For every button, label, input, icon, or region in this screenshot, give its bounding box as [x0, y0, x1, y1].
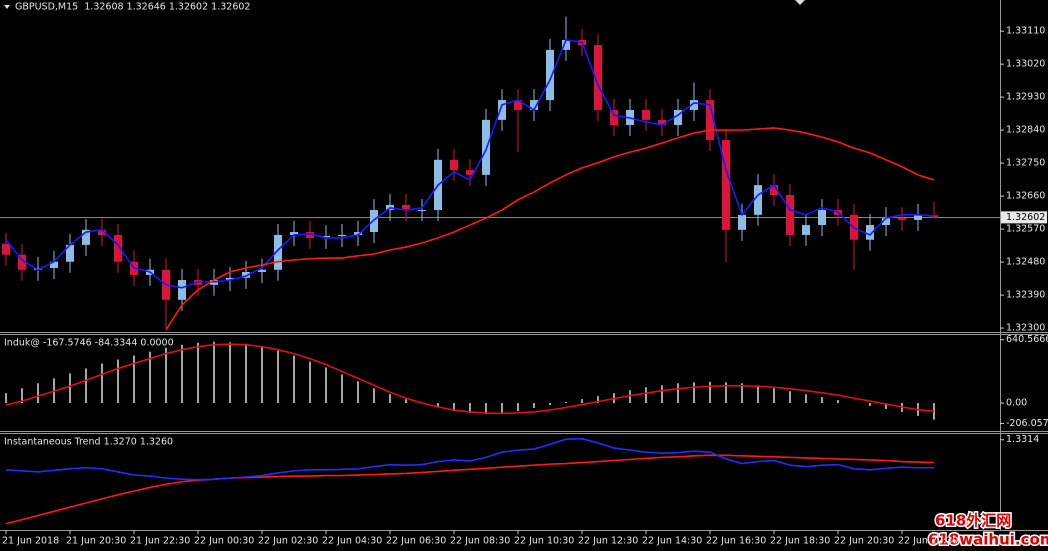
y-tick-label: 640.5666 — [1006, 334, 1048, 345]
candle-body — [482, 119, 490, 175]
candle-body — [242, 271, 250, 278]
indicator-title: Induk@ -167.5746 -84.3344 0.0000 — [4, 338, 174, 349]
candle-body — [610, 109, 618, 125]
x-tick-label: 22 Jun 16:30 — [706, 536, 766, 547]
candle-body — [2, 243, 10, 255]
candle-body — [226, 277, 234, 281]
candle-body — [882, 218, 890, 226]
x-tick-label: 22 Jun 14:30 — [642, 536, 702, 547]
x-tick-label: 22 Jun 08:30 — [450, 536, 510, 547]
x-tick-label: 22 Jun 00:30 — [194, 536, 254, 547]
candle-body — [594, 45, 602, 110]
candle-body — [658, 119, 666, 125]
x-tick-label: 22 Jun 22:30 — [898, 536, 958, 547]
candle-body — [66, 244, 74, 262]
candle-body — [530, 100, 538, 110]
last-price-label: 1.32602 — [1006, 212, 1045, 223]
candle-body — [290, 232, 298, 235]
candle-body — [450, 159, 458, 171]
candle-body — [754, 185, 762, 215]
chart-title: GBPUSD,M15 1.32608 1.32646 1.32602 1.326… — [15, 2, 250, 13]
candle-body — [402, 204, 410, 211]
watermark-title: 618外汇网 — [935, 512, 1011, 530]
candle-body — [674, 109, 682, 125]
y-tick-label: 1.32660 — [1006, 191, 1045, 202]
candle-body — [466, 170, 474, 175]
y-tick-label: 1.32480 — [1006, 257, 1045, 268]
candle-body — [914, 214, 922, 220]
candle-body — [866, 225, 874, 240]
indicator-line — [5, 454, 935, 525]
candle-body — [770, 185, 778, 196]
candle-body — [722, 140, 730, 230]
watermark-url: 618waihui.com — [928, 531, 1048, 549]
candle-body — [642, 109, 650, 120]
x-tick-label: 21 Jun 20:30 — [66, 536, 126, 547]
y-tick-label: 1.33110 — [1006, 26, 1045, 37]
candle-body — [802, 225, 810, 235]
y-tick-label: 1.32570 — [1006, 224, 1045, 235]
shift-marker — [795, 0, 805, 5]
menu-arrow[interactable] — [4, 5, 10, 9]
x-tick-label: 22 Jun 12:30 — [578, 536, 638, 547]
candle-body — [738, 214, 746, 230]
indicator-line — [165, 127, 935, 331]
x-tick-label: 22 Jun 20:30 — [834, 536, 894, 547]
indicator-line — [5, 343, 935, 415]
x-tick-label: 22 Jun 06:30 — [386, 536, 446, 547]
x-tick-label: 22 Jun 02:30 — [258, 536, 318, 547]
candle-body — [706, 100, 714, 141]
candle-body — [514, 100, 522, 110]
x-tick-label: 22 Jun 04:30 — [322, 536, 382, 547]
indicator-title: Instantaneous Trend 1.3270 1.3260 — [4, 437, 173, 448]
candle-body — [82, 229, 90, 245]
x-tick-label: 21 Jun 22:30 — [130, 536, 190, 547]
y-tick-label: 1.32750 — [1006, 158, 1045, 169]
candle-body — [930, 215, 938, 218]
candle-body — [546, 49, 554, 101]
x-tick-label: 21 Jun 2018 — [2, 536, 59, 547]
y-tick-label: 1.32930 — [1006, 92, 1045, 103]
y-tick-label: 1.32840 — [1006, 125, 1045, 136]
candle-body — [338, 234, 346, 237]
candle-body — [306, 232, 314, 238]
candle-body — [258, 269, 266, 272]
y-tick-label: 1.32390 — [1006, 290, 1045, 301]
candle-body — [370, 210, 378, 233]
candle-body — [178, 280, 186, 300]
indicator-line — [5, 437, 934, 481]
y-tick-label: -206.0579 — [1006, 418, 1048, 429]
candle-body — [898, 218, 906, 220]
candle-body — [50, 261, 58, 268]
candle-body — [690, 100, 698, 110]
last-price-box — [1001, 211, 1047, 224]
y-tick-label: 1.33020 — [1006, 59, 1045, 70]
y-tick-label: 1.32300 — [1006, 323, 1045, 334]
indicator-line — [5, 39, 935, 289]
x-tick-label: 22 Jun 10:30 — [514, 536, 574, 547]
candle-body — [498, 100, 506, 120]
y-tick-label: 0.00 — [1006, 398, 1027, 409]
candle-body — [786, 195, 794, 235]
x-tick-label: 22 Jun 18:30 — [770, 536, 830, 547]
candle-body — [818, 210, 826, 226]
y-tick-label: 1.3314 — [1006, 434, 1039, 445]
candle-body — [18, 254, 26, 270]
candle-body — [322, 236, 330, 238]
candle-body — [418, 210, 426, 212]
candle-body — [98, 229, 106, 235]
candle-body — [274, 234, 282, 270]
candle-body — [114, 234, 122, 262]
candle-body — [354, 232, 362, 235]
candle-body — [562, 39, 570, 50]
